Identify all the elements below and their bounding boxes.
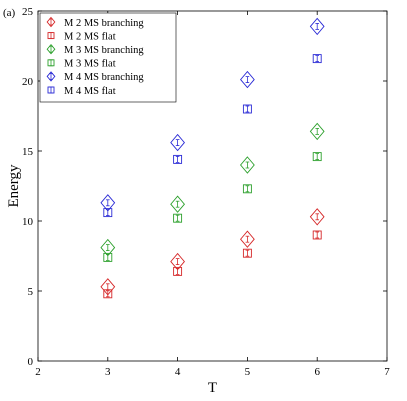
data-marks [100,17,325,299]
data-point-diamond [309,208,325,226]
legend-entry: M 3 MS flat [47,59,116,70]
data-point-diamond [170,133,185,152]
legend-marker [46,16,56,28]
data-point-diamond [240,70,255,89]
panel-label: (a) [3,7,16,19]
legend-entry: M 4 MS flat [47,86,116,97]
data-point-square [103,208,113,218]
x-tick-label: 2 [35,366,41,378]
x-tick-label: 4 [175,366,181,378]
data-point-square [242,104,252,114]
x-axis-label: T [208,380,217,396]
legend-marker [47,59,55,67]
x-tick-label: 7 [384,366,390,378]
data-point-square [312,152,322,162]
data-point-diamond [240,230,255,248]
legend: M 2 MS branching M 2 MS flat M 3 MS branch… [39,12,177,103]
data-point-diamond [170,195,185,213]
x-tick-label: 5 [245,366,251,378]
data-point-square [242,184,252,194]
legend-entry: M 4 MS branching [46,71,144,83]
legend-label: M 2 MS branching [64,18,144,29]
y-tick-label: 5 [28,286,34,298]
legend-label: M 2 MS flat [64,31,116,42]
legend-marker [47,32,55,40]
data-point-square [103,289,113,299]
legend-marker [46,71,56,82]
data-point-diamond [309,17,325,36]
data-point-square [173,266,183,276]
legend-box [39,12,177,103]
y-tick-label: 15 [22,146,34,158]
y-tick-label: 20 [22,76,34,88]
data-point-square [173,213,183,223]
x-tick-label: 6 [314,366,320,378]
data-point-square [312,230,322,240]
legend-label: M 4 MS branching [64,72,144,83]
data-point-square [312,54,322,64]
data-point-square [173,154,183,164]
y-axis-label: Energy [6,164,22,208]
legend-label: M 3 MS branching [64,45,144,56]
y-tick-label: 10 [22,216,34,228]
legend-label: M 4 MS flat [64,86,116,97]
legend-items: M 2 MS branching M 2 MS flat M 3 MS branch… [46,16,144,97]
legend-marker [46,44,56,55]
legend-marker [47,86,55,94]
data-point-diamond [240,156,255,174]
plot-area-frame [37,10,388,362]
legend-entry: M 2 MS branching [46,16,144,29]
x-tick-label: 3 [105,366,111,378]
data-point-square [242,248,252,258]
legend-entry: M 3 MS branching [46,44,144,56]
data-point-diamond [309,122,325,141]
legend-label: M 3 MS flat [64,59,116,70]
y-tick-label: 0 [28,356,34,368]
y-tick-label: 25 [22,6,34,18]
legend-entry: M 2 MS flat [47,31,116,42]
data-point-square [103,252,113,262]
